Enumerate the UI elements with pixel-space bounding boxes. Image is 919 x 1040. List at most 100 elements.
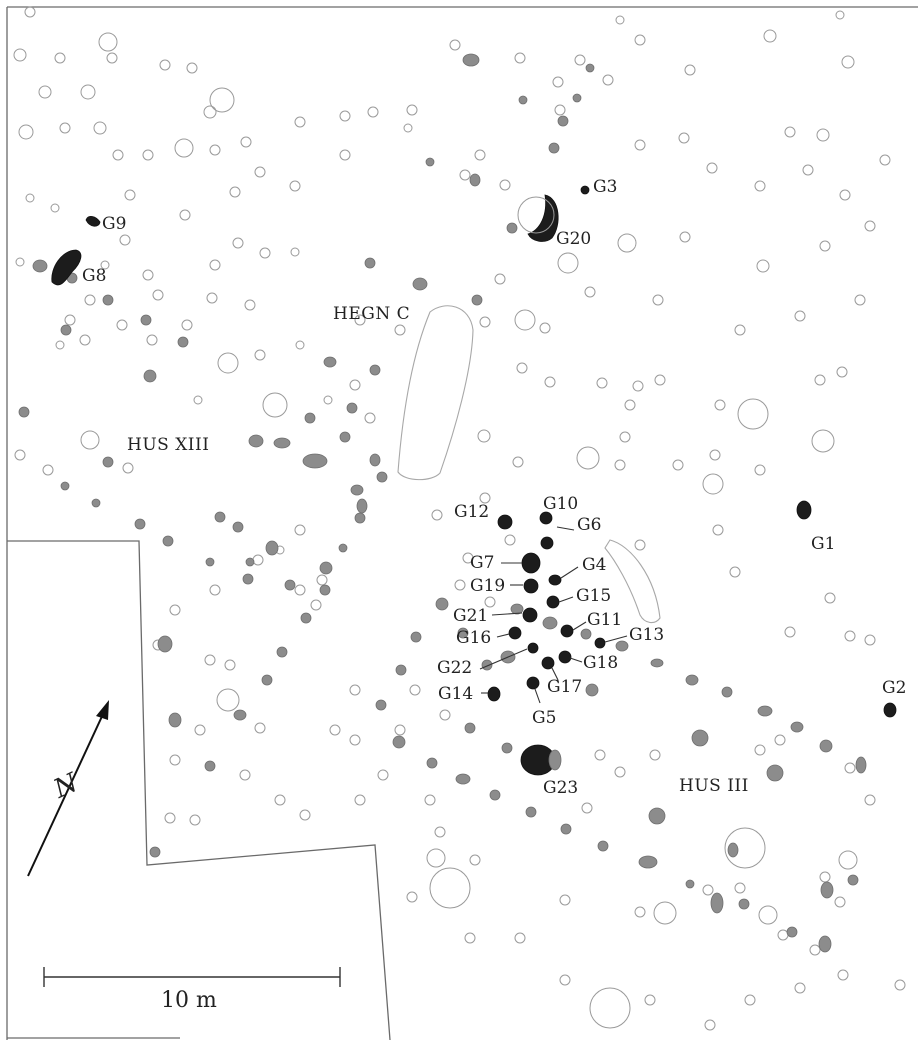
posthole bbox=[710, 892, 724, 914]
feature-outline bbox=[209, 584, 221, 596]
grave-g12 bbox=[497, 514, 513, 530]
grave-g8 bbox=[51, 249, 82, 286]
posthole bbox=[786, 926, 798, 938]
grave-g23-adjacent-pit bbox=[548, 749, 562, 771]
posthole bbox=[506, 222, 518, 234]
label-g20: G20 bbox=[556, 229, 591, 249]
posthole bbox=[204, 760, 216, 772]
feature-outline bbox=[50, 203, 60, 213]
feature-outline bbox=[754, 180, 766, 192]
posthole bbox=[392, 735, 406, 749]
label-g23: G23 bbox=[543, 778, 578, 798]
feature-outline bbox=[758, 905, 778, 925]
label-g14: G14 bbox=[438, 684, 473, 704]
feature-outline bbox=[459, 169, 471, 181]
posthole bbox=[60, 324, 72, 336]
feature-outline bbox=[59, 122, 71, 134]
feature-outline bbox=[84, 294, 96, 306]
posthole bbox=[369, 364, 381, 376]
posthole bbox=[346, 402, 358, 414]
feature-outline bbox=[431, 509, 443, 521]
feature-outline bbox=[589, 987, 631, 1029]
feature-outline bbox=[614, 459, 626, 471]
feature-outline bbox=[615, 15, 625, 25]
feature-outline bbox=[377, 769, 389, 781]
feature-outline bbox=[189, 814, 201, 826]
posthole bbox=[585, 63, 595, 73]
grave-g2 bbox=[883, 702, 897, 718]
feature-outline bbox=[684, 64, 696, 76]
feature-outline bbox=[252, 554, 264, 566]
feature-outline bbox=[811, 429, 835, 453]
grave-g5 bbox=[526, 676, 540, 690]
posthole bbox=[691, 729, 709, 747]
posthole bbox=[214, 511, 226, 523]
posthole bbox=[855, 756, 867, 774]
feature-outline bbox=[774, 734, 786, 746]
posthole bbox=[518, 95, 528, 105]
feature-outline bbox=[339, 149, 351, 161]
posthole bbox=[597, 840, 609, 852]
feature-outline bbox=[634, 34, 646, 46]
feature-outline bbox=[479, 316, 491, 328]
feature-outline bbox=[617, 233, 637, 253]
feature-outline bbox=[18, 124, 34, 140]
posthole bbox=[650, 658, 664, 668]
feature-outline bbox=[100, 260, 110, 270]
posthole bbox=[18, 406, 30, 418]
feature-outline bbox=[734, 324, 746, 336]
feature-outline bbox=[624, 399, 636, 411]
feature-outline bbox=[38, 85, 52, 99]
feature-outline bbox=[406, 891, 418, 903]
feature-outline bbox=[576, 446, 600, 470]
feature-outline bbox=[329, 724, 341, 736]
label-g12: G12 bbox=[454, 502, 489, 522]
grave-labels: G1 G2 G3 G4 G5 G6 G7 G8 G9 G10 G11 G12 G… bbox=[82, 177, 906, 798]
feature-outline bbox=[809, 944, 821, 956]
feature-outline bbox=[644, 994, 656, 1006]
posthole bbox=[685, 674, 699, 686]
feature-outline bbox=[614, 766, 626, 778]
feature-outline bbox=[516, 362, 528, 374]
label-hus-xiii: HUS XIII bbox=[127, 435, 209, 455]
feature-outline bbox=[654, 374, 666, 386]
feature-outline bbox=[394, 724, 406, 736]
feature-outline bbox=[64, 314, 76, 326]
grave-g20 bbox=[527, 194, 559, 242]
feature-outline bbox=[367, 106, 379, 118]
feature-outlines bbox=[13, 6, 906, 1031]
posthole bbox=[134, 518, 146, 530]
north-label: N bbox=[49, 767, 84, 805]
feature-outline bbox=[709, 449, 721, 461]
feature-outline bbox=[619, 431, 631, 443]
feature-outline bbox=[512, 456, 524, 468]
feature-outline bbox=[499, 179, 511, 191]
grave-g11 bbox=[560, 624, 574, 638]
grave-g7 bbox=[521, 552, 541, 574]
posthole bbox=[510, 603, 524, 615]
posthole bbox=[302, 453, 328, 469]
feature-outline bbox=[294, 524, 306, 536]
posthole bbox=[542, 616, 558, 630]
feature-outline bbox=[122, 462, 134, 474]
posthole bbox=[102, 456, 114, 468]
feature-outline bbox=[594, 749, 606, 761]
feature-outline bbox=[209, 87, 235, 113]
feature-outline bbox=[819, 871, 831, 883]
feature-outline bbox=[439, 709, 451, 721]
grave-g18 bbox=[558, 650, 572, 664]
feature-outline bbox=[174, 138, 194, 158]
posthole bbox=[738, 898, 750, 910]
feature-outline bbox=[146, 334, 158, 346]
feature-outline bbox=[484, 596, 496, 608]
feature-outline bbox=[702, 473, 724, 495]
feature-outline bbox=[584, 286, 596, 298]
posthole bbox=[820, 881, 834, 899]
posthole bbox=[102, 294, 114, 306]
posthole bbox=[412, 277, 428, 291]
feature-outline bbox=[841, 55, 855, 69]
feature-outline bbox=[744, 994, 756, 1006]
feature-outline bbox=[80, 84, 96, 100]
feature-outline bbox=[819, 240, 831, 252]
feature-outline bbox=[193, 395, 203, 405]
